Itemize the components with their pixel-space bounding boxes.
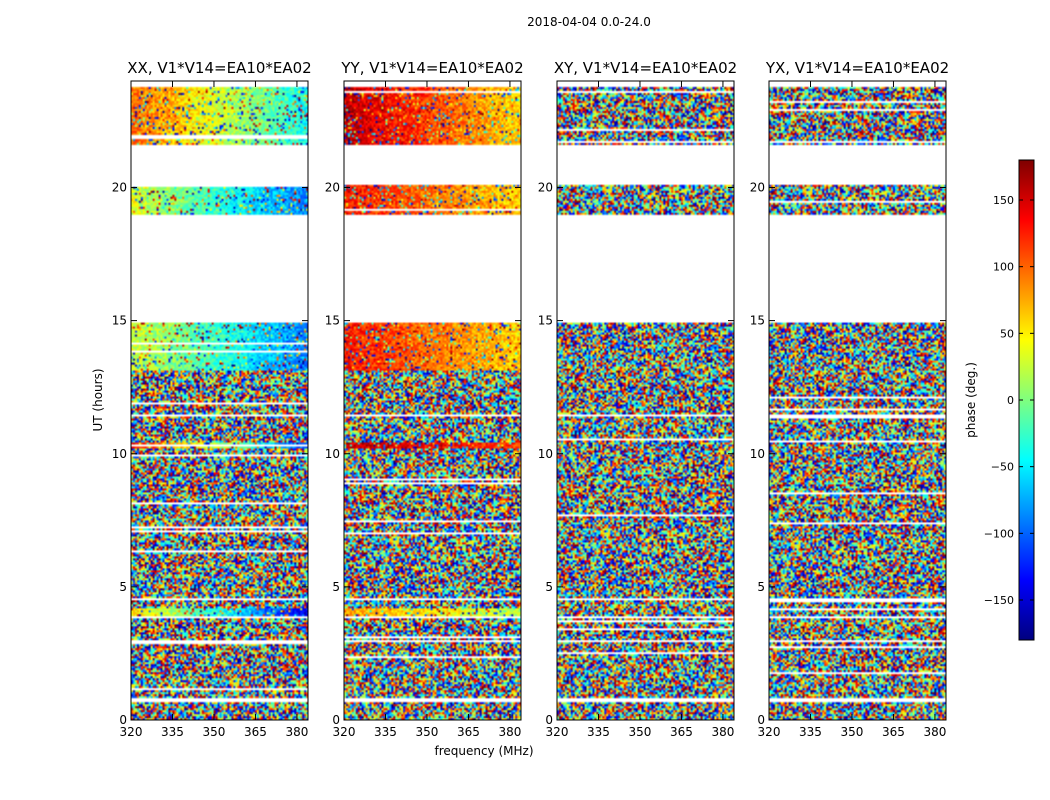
x-tick-label: 380 bbox=[711, 725, 734, 739]
x-tick-label: 335 bbox=[161, 725, 184, 739]
axes-frame bbox=[768, 80, 947, 721]
axes-frame bbox=[343, 80, 522, 721]
panel-title: YX, V1*V14=EA10*EA02 bbox=[765, 59, 949, 77]
x-tick-label: 350 bbox=[203, 725, 226, 739]
y-tick-label: 0 bbox=[545, 713, 553, 727]
colorbar-tick-label: 100 bbox=[993, 261, 1014, 274]
y-tick-label: 15 bbox=[538, 314, 553, 328]
x-tick-label: 365 bbox=[670, 725, 693, 739]
panel-title: YY, V1*V14=EA10*EA02 bbox=[340, 59, 523, 77]
x-tick-label: 380 bbox=[498, 725, 521, 739]
colorbar-tick-label: 50 bbox=[1000, 327, 1014, 340]
colorbar-tick-label: 0 bbox=[1007, 394, 1014, 407]
x-tick-label: 350 bbox=[841, 725, 864, 739]
y-tick-label: 5 bbox=[332, 580, 340, 594]
x-tick-label: 350 bbox=[629, 725, 652, 739]
phase-heatmap-image bbox=[557, 81, 734, 720]
y-tick-label: 15 bbox=[750, 314, 765, 328]
x-tick-label: 320 bbox=[120, 725, 143, 739]
y-tick-label: 10 bbox=[112, 447, 127, 461]
y-tick-label: 0 bbox=[332, 713, 340, 727]
x-tick-label: 365 bbox=[244, 725, 267, 739]
y-tick-label: 20 bbox=[112, 181, 127, 195]
axes-frame bbox=[130, 80, 309, 721]
panel-2: XY, V1*V14=EA10*EA02 320 335 350 365 380 0 5 10 1… bbox=[538, 59, 737, 739]
y-tick-label: 0 bbox=[119, 713, 127, 727]
colorbar-tick-label: −150 bbox=[984, 594, 1014, 607]
figure-title: 2018-04-04 0.0-24.0 bbox=[527, 15, 651, 29]
panels: XX, V1*V14=EA10*EA02 320 335 350 365 380 0 5 10 1… bbox=[112, 59, 949, 739]
y-tick-label: 10 bbox=[750, 447, 765, 461]
x-tick-label: 335 bbox=[374, 725, 397, 739]
x-tick-label: 365 bbox=[457, 725, 480, 739]
panel-0: XX, V1*V14=EA10*EA02 320 335 350 365 380 0 5 10 1… bbox=[112, 59, 312, 739]
panel-title: XX, V1*V14=EA10*EA02 bbox=[127, 59, 311, 77]
phase-heatmap-image bbox=[769, 81, 946, 720]
x-tick-label: 335 bbox=[587, 725, 610, 739]
y-tick-label: 15 bbox=[325, 314, 340, 328]
colorbar-tick-label: 150 bbox=[993, 194, 1014, 207]
x-tick-label: 320 bbox=[546, 725, 569, 739]
y-tick-label: 5 bbox=[119, 580, 127, 594]
y-tick-label: 20 bbox=[538, 181, 553, 195]
y-tick-label: 20 bbox=[750, 181, 765, 195]
x-tick-label: 320 bbox=[758, 725, 781, 739]
phase-heatmap-image bbox=[344, 81, 521, 720]
x-tick-label: 335 bbox=[799, 725, 822, 739]
x-tick-label: 320 bbox=[333, 725, 356, 739]
y-tick-label: 5 bbox=[545, 580, 553, 594]
y-tick-label: 0 bbox=[757, 713, 765, 727]
panel-1: YY, V1*V14=EA10*EA02 320 335 350 365 380 0 5 10 1… bbox=[325, 59, 524, 739]
y-tick-label: 10 bbox=[325, 447, 340, 461]
colorbar-tick-label: −100 bbox=[984, 527, 1014, 540]
y-axis-label: UT (hours) bbox=[91, 368, 105, 431]
x-tick-label: 365 bbox=[882, 725, 905, 739]
panel-title: XY, V1*V14=EA10*EA02 bbox=[554, 59, 737, 77]
panel-3: YX, V1*V14=EA10*EA02 320 335 350 365 380 0 5 10 1… bbox=[750, 59, 949, 739]
colorbar: −150 −100 −50 0 50 100 150 bbox=[984, 159, 1035, 641]
x-tick-label: 380 bbox=[285, 725, 308, 739]
colorbar-tick-label: −50 bbox=[991, 461, 1014, 474]
y-tick-label: 5 bbox=[757, 580, 765, 594]
y-tick-label: 15 bbox=[112, 314, 127, 328]
x-tick-label: 350 bbox=[416, 725, 439, 739]
y-tick-label: 20 bbox=[325, 181, 340, 195]
axes-frame bbox=[556, 80, 735, 721]
y-tick-label: 10 bbox=[538, 447, 553, 461]
phase-heatmap-image bbox=[131, 81, 308, 720]
x-axis-label: frequency (MHz) bbox=[434, 744, 533, 758]
x-tick-label: 380 bbox=[923, 725, 946, 739]
colorbar-label: phase (deg.) bbox=[964, 362, 978, 438]
